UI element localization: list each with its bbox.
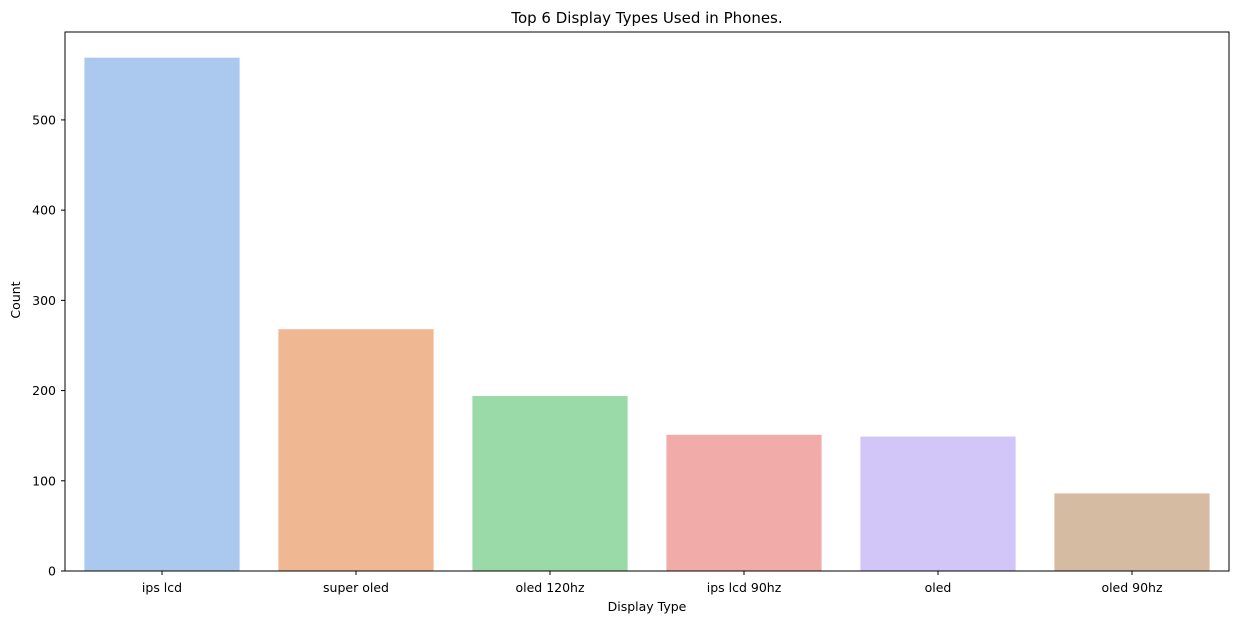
y-axis-label: Count <box>8 281 23 318</box>
bar-super-oled <box>278 329 434 571</box>
y-tick-label: 100 <box>32 473 56 488</box>
y-axis-ticks: 0 100 200 300 400 500 <box>32 112 65 579</box>
y-tick-label: 300 <box>32 293 56 308</box>
y-tick-label: 0 <box>48 564 56 579</box>
bar-oled <box>860 436 1016 571</box>
y-tick-label: 200 <box>32 383 56 398</box>
x-tick-label: oled 120hz <box>515 580 585 595</box>
x-tick-label: super oled <box>323 580 389 595</box>
plot-frame <box>64 31 1230 572</box>
y-tick-label: 400 <box>32 203 56 218</box>
x-tick-label: ips lcd <box>142 580 182 595</box>
chart-title: Top 6 Display Types Used in Phones. <box>510 9 782 27</box>
x-axis-label: Display Type <box>608 599 687 614</box>
bar-oled-120hz <box>472 395 628 571</box>
axes-group <box>64 31 1230 572</box>
bars-group <box>84 57 1210 571</box>
y-tick-label: 500 <box>32 112 56 127</box>
x-axis-ticks: ips lcd super oled oled 120hz ips lcd 90hz o… <box>142 571 1163 595</box>
x-tick-label: oled 90hz <box>1101 580 1163 595</box>
x-tick-label: ips lcd 90hz <box>707 580 782 595</box>
bar-oled-90hz <box>1054 493 1210 571</box>
bar-ips-lcd <box>84 57 240 571</box>
x-tick-label: oled <box>925 580 952 595</box>
bar-ips-lcd-90hz <box>666 434 822 571</box>
